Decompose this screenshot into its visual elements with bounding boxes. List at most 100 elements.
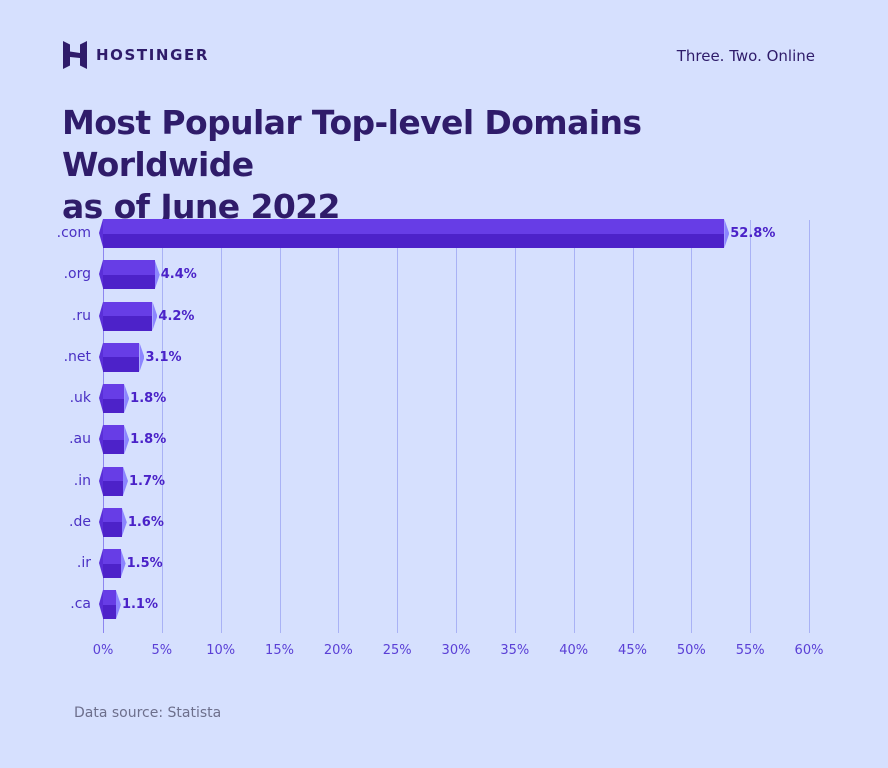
bar-right-cap: [139, 342, 145, 372]
chart-title-line1: Most Popular Top-level Domains Worldwide: [62, 103, 642, 184]
gridline: [573, 220, 575, 633]
bar-left-cap: [99, 260, 103, 289]
x-tick-label: 35%: [500, 643, 530, 658]
bar-right-cap: [123, 466, 128, 496]
bar-au: [99, 425, 130, 455]
x-tick-label: 0%: [92, 643, 114, 658]
brand-tagline: Three. Two. Online: [676, 47, 815, 65]
category-label: .ir: [76, 555, 91, 571]
bar-face-top: [103, 549, 121, 564]
value-label: 1.5%: [126, 556, 163, 571]
bar-face-top: [103, 301, 153, 316]
x-tick-label: 50%: [676, 643, 706, 658]
bar-face-bottom: [103, 439, 125, 455]
brand-logo: HOSTINGER: [63, 41, 209, 69]
value-label: 1.8%: [130, 432, 167, 448]
bar-uk: [99, 384, 130, 413]
bar-face-top: [103, 342, 140, 358]
x-tick-label: 60%: [794, 643, 824, 658]
gridline: [691, 220, 693, 633]
gridline: [514, 220, 516, 633]
bar-face-top: [103, 466, 123, 481]
x-tick-label: 10%: [206, 643, 236, 658]
bar-ru: [99, 301, 158, 331]
category-label: .au: [69, 431, 91, 448]
bar-org: [99, 260, 160, 290]
category-label: .ca: [70, 596, 91, 613]
bar-face-top: [103, 425, 125, 440]
bar-right-cap: [124, 384, 130, 413]
bar-left-cap: [99, 342, 103, 371]
value-label: 1.7%: [129, 473, 166, 489]
x-tick-label: 40%: [559, 643, 589, 658]
bar-face-bottom: [103, 563, 121, 578]
category-label: .uk: [69, 390, 91, 406]
gridline: [338, 220, 340, 633]
bar-left-cap: [99, 425, 103, 454]
bar-left-cap: [99, 301, 103, 330]
bar-face-top: [103, 260, 155, 275]
bar-ir: [99, 549, 126, 578]
gridline: [809, 220, 810, 633]
bar-right-cap: [120, 549, 126, 578]
value-label: 3.1%: [145, 349, 182, 365]
x-tick-label: 45%: [618, 643, 647, 658]
bar-left-cap: [99, 507, 103, 536]
gridline: [161, 220, 163, 633]
bar-right-cap: [724, 219, 730, 248]
gridline: [456, 220, 457, 633]
bar-left-cap: [99, 384, 103, 412]
bar-left-cap: [99, 590, 103, 619]
gridline: [397, 220, 399, 633]
category-label: .net: [63, 348, 91, 365]
bar-face-top: [103, 384, 125, 399]
bar-face-top: [103, 219, 725, 234]
bar-left-cap: [99, 219, 103, 247]
category-label: .in: [73, 472, 91, 489]
value-label: 1.6%: [127, 514, 164, 530]
category-label: .com: [56, 225, 91, 241]
x-tick-label: 30%: [441, 643, 471, 658]
bar-right-cap: [121, 507, 127, 537]
x-tick-label: 15%: [265, 643, 294, 658]
category-label: .ru: [71, 307, 91, 324]
value-label: 1.8%: [130, 391, 167, 406]
bar-face-bottom: [103, 522, 122, 537]
bar-face-bottom: [103, 274, 155, 290]
value-label: 1.1%: [121, 597, 158, 613]
value-label: 4.4%: [160, 267, 197, 283]
x-tick-label: 55%: [735, 643, 765, 658]
bar-ca: [99, 590, 121, 620]
bar-right-cap: [154, 260, 160, 290]
category-label: .org: [63, 266, 91, 283]
bar-right-cap: [115, 590, 121, 620]
bar-face-bottom: [103, 604, 116, 620]
data-source: Data source: Statista: [74, 705, 222, 721]
bar-com: [99, 219, 730, 248]
bar-face-top: [103, 507, 122, 523]
bar-left-cap: [99, 466, 103, 495]
bar-in: [99, 466, 128, 496]
gridline: [632, 220, 634, 633]
value-label: 4.2%: [158, 308, 195, 324]
bar-right-cap: [124, 425, 130, 455]
brand-name: HOSTINGER: [96, 46, 209, 64]
category-label: .de: [69, 513, 91, 530]
x-tick-label: 5%: [151, 643, 173, 658]
bar-face-bottom: [103, 316, 153, 331]
bar-left-cap: [99, 549, 103, 577]
hostinger-logo-icon: [63, 41, 87, 69]
bar-face-bottom: [103, 357, 140, 372]
bar-right-cap: [152, 301, 158, 331]
bar-de: [99, 507, 127, 537]
bar-face-top: [103, 590, 116, 605]
gridline: [750, 220, 752, 633]
bar-face-bottom: [103, 398, 125, 413]
gridline: [220, 220, 222, 633]
bar-net: [99, 342, 145, 372]
bar-face-bottom: [103, 481, 123, 496]
value-label: 52.8%: [730, 226, 776, 241]
bar-face-bottom: [103, 233, 725, 248]
x-tick-label: 25%: [382, 643, 412, 658]
